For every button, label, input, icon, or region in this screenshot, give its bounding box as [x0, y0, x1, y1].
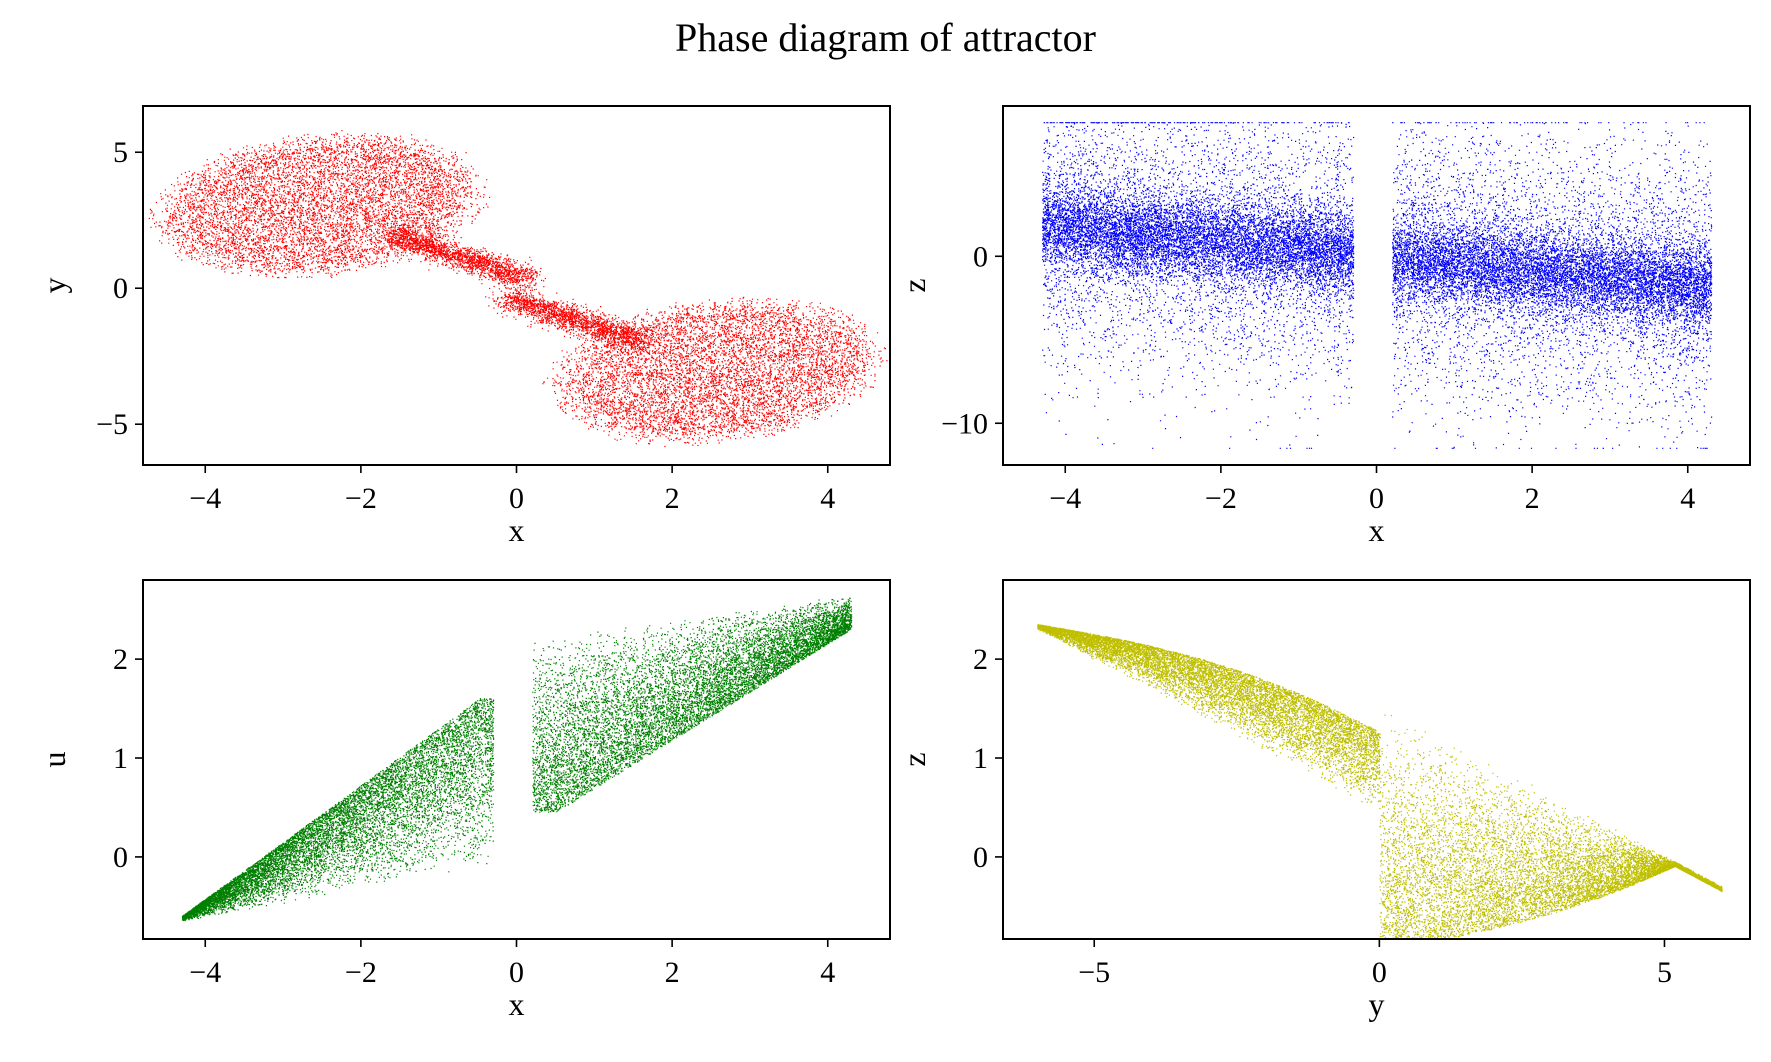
x-tick-label: −4 [1049, 482, 1081, 515]
y-tick-label: 1 [113, 742, 128, 775]
x-axis-label: x [509, 986, 525, 1022]
subplot-x-u: −4 −2 0 2 4 0 1 2 x u [36, 579, 891, 1022]
x-tick-label: −4 [189, 956, 221, 989]
subplot-y-z: −5 0 5 0 1 2 y z [896, 579, 1751, 1022]
y-axis-label: u [36, 752, 72, 768]
y-tick-label: 0 [113, 841, 128, 874]
axes-frame [142, 105, 891, 466]
scatter-points [181, 597, 853, 922]
x-axis-label: y [1369, 986, 1385, 1022]
x-tick-label: 2 [665, 482, 680, 515]
y-tick-label: 5 [113, 136, 128, 169]
x-tick-label: 4 [1680, 482, 1695, 515]
y-axis-label: y [36, 278, 72, 294]
x-tick-label: −2 [345, 956, 377, 989]
x-tick-label: 0 [509, 956, 524, 989]
x-tick-label: 0 [509, 482, 524, 515]
scatter-points [148, 130, 888, 448]
y-tick-label: −10 [941, 407, 988, 440]
x-tick-label: 4 [820, 482, 835, 515]
x-axis-label: x [509, 512, 525, 548]
scatter-points [1042, 122, 1713, 449]
axes-frame [1002, 579, 1751, 940]
x-axis-label: x [1369, 512, 1385, 548]
scatter-points [1037, 624, 1723, 940]
x-tick-label: −4 [189, 482, 221, 515]
subplot-x-y: −4 −2 0 2 4 −5 0 5 x y [36, 105, 891, 548]
x-tick-label: 0 [1369, 482, 1384, 515]
x-tick-label: 2 [665, 956, 680, 989]
y-tick-label: 0 [973, 841, 988, 874]
x-tick-label: −5 [1078, 956, 1110, 989]
y-tick-label: 2 [973, 643, 988, 676]
y-axis-label: z [896, 278, 932, 292]
y-tick-label: −5 [96, 408, 128, 441]
x-tick-label: −2 [1205, 482, 1237, 515]
y-tick-label: 0 [113, 272, 128, 305]
x-tick-label: −2 [345, 482, 377, 515]
x-tick-label: 4 [820, 956, 835, 989]
x-tick-label: 0 [1372, 956, 1387, 989]
y-tick-label: 1 [973, 742, 988, 775]
y-axis-label: z [896, 752, 932, 766]
y-tick-label: 2 [113, 643, 128, 676]
y-tick-label: 0 [973, 240, 988, 273]
x-tick-label: 2 [1525, 482, 1540, 515]
x-tick-label: 5 [1657, 956, 1672, 989]
figure-title: Phase diagram of attractor [675, 15, 1096, 60]
